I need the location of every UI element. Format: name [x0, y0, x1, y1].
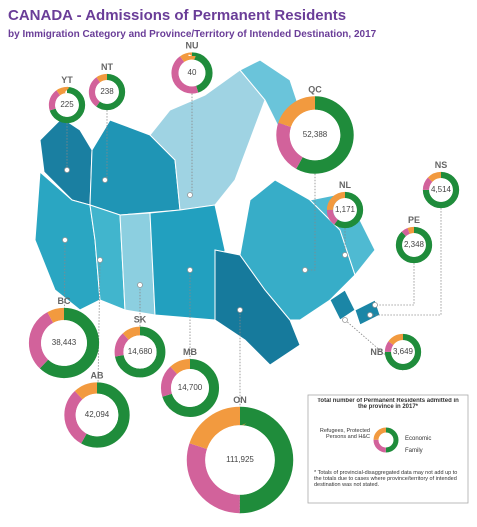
region-code: NS: [435, 160, 448, 170]
legend-note: * Totals of provincial-disaggregated dat…: [314, 470, 458, 488]
region-total: 40: [188, 68, 197, 77]
region-total: 1,171: [335, 205, 356, 214]
legend-swatch: [373, 427, 399, 453]
donut-segment: [276, 96, 354, 174]
donut-hole: [402, 233, 426, 257]
donut-segment: [186, 406, 294, 514]
region-code: AB: [91, 370, 104, 380]
map-anchor: [97, 257, 103, 263]
map-anchor: [187, 192, 193, 198]
donut-hole: [289, 109, 341, 161]
region-total: 52,388: [303, 130, 328, 139]
map: [34, 59, 381, 366]
donut-segment: [114, 326, 166, 378]
donut-segment: [48, 86, 86, 124]
map-anchor: [62, 237, 68, 243]
donut-hole: [205, 425, 275, 495]
donut-segment: [395, 226, 433, 264]
region-code: QC: [308, 84, 322, 94]
legend: Economic Family Refugees, Protected Person…: [319, 427, 431, 454]
leader-line: [305, 173, 316, 271]
donut-segment: [64, 382, 130, 448]
donut-hole: [41, 320, 87, 366]
subtitle: by Immigration Category and Province/Ter…: [8, 29, 377, 40]
donut-hole: [391, 340, 415, 364]
donut-segment: [160, 358, 220, 418]
region-total: 14,680: [128, 347, 153, 356]
region-total: 2,348: [404, 240, 425, 249]
legend-label: Family: [405, 448, 423, 454]
region-total: 42,094: [85, 410, 110, 419]
donut-segment: [326, 191, 364, 229]
donut-segment: [88, 73, 126, 111]
donut-segment: [186, 406, 294, 514]
donut-segment: [28, 307, 100, 379]
map-anchor: [372, 302, 378, 308]
legend-title-box: Total number of Permanent Residents admi…: [317, 398, 459, 410]
donut-segment: [28, 307, 100, 379]
region-total: 38,443: [52, 338, 77, 347]
region-total: 111,925: [226, 455, 254, 464]
alberta: [89, 204, 126, 311]
donut-hole: [55, 93, 79, 117]
map-anchor: [342, 317, 348, 323]
donut-segment: [114, 326, 166, 378]
saskatchewan: [119, 212, 156, 316]
region-total: 225: [60, 100, 74, 109]
map-anchor: [64, 167, 70, 173]
region-code: YT: [61, 75, 73, 85]
donut-hole: [95, 80, 119, 104]
donut-hole: [123, 335, 157, 369]
region-total: 4,514: [431, 185, 452, 194]
region-code: MB: [183, 347, 197, 357]
region-code: NT: [101, 62, 113, 72]
region-code: PE: [408, 215, 420, 225]
donut-segment: [171, 52, 213, 94]
map-anchor: [237, 307, 243, 313]
donut-hole: [333, 198, 357, 222]
donut-segment: [422, 171, 460, 209]
donuts: YT 225 NT 238 NU 40 QC 52,388 NL 1,171 NS 4,514 PE 2,…: [28, 40, 460, 514]
map-anchor: [367, 312, 373, 318]
legend-label: Economic: [405, 436, 431, 442]
legend-label: Refugees, Protected Persons and H&C: [319, 428, 370, 440]
donut-segment: [64, 382, 130, 448]
region-total: 14,700: [178, 383, 203, 392]
region-code: BC: [58, 296, 71, 306]
manitoba: [149, 204, 226, 321]
donut-segment: [171, 52, 213, 94]
nunavut: [149, 69, 266, 211]
map-anchor: [102, 177, 108, 183]
donut-segment: [384, 333, 422, 371]
title: CANADA - Admissions of Permanent Residen…: [8, 7, 346, 24]
region-code: NU: [186, 40, 199, 50]
map-anchor: [187, 267, 193, 273]
leader-line: [375, 263, 415, 306]
legend-note-box: * Totals of provincial-disaggregated dat…: [314, 470, 458, 488]
donut-hole: [178, 59, 206, 87]
donut-hole: [171, 369, 209, 407]
leader-line: [370, 208, 442, 316]
region-code: ON: [233, 395, 247, 405]
region-total: 3,649: [393, 347, 414, 356]
map-anchor: [302, 267, 308, 273]
region-code: NL: [339, 180, 351, 190]
region-code: NB: [370, 347, 383, 357]
donut-segment: [88, 73, 126, 111]
region-total: 238: [100, 87, 114, 96]
map-anchor: [342, 252, 348, 258]
donut-segment: [276, 96, 354, 174]
legend-swatch: [373, 427, 399, 453]
map-anchor: [137, 282, 143, 288]
legend-title: Total number of Permanent Residents admi…: [317, 398, 459, 410]
region-code: SK: [134, 315, 147, 325]
donut-hole: [429, 178, 453, 202]
donut-segment: [160, 358, 220, 418]
legend-label-box: Refugees, Protected Persons and H&C: [319, 428, 370, 440]
donut-segment: [326, 191, 364, 229]
donut-hole: [75, 393, 119, 437]
donut-segment: [48, 86, 86, 124]
